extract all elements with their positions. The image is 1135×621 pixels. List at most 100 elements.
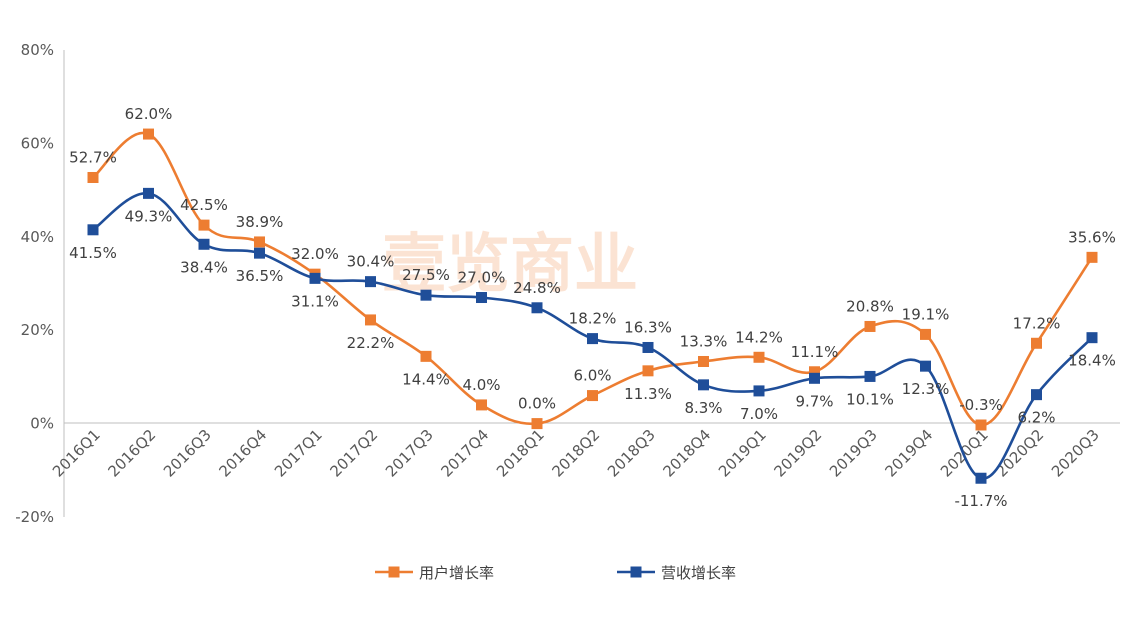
x-tick-label: 2017Q2 <box>327 426 382 481</box>
data-label: 24.8% <box>513 279 561 297</box>
data-point-marker <box>87 171 99 183</box>
data-point-marker <box>531 302 543 314</box>
data-point-marker <box>920 360 931 372</box>
data-point-marker <box>753 385 765 397</box>
data-label: 10.1% <box>846 390 894 408</box>
legend-label: 营收增长率 <box>661 564 736 582</box>
data-point-marker <box>1086 251 1098 263</box>
data-label: 16.3% <box>624 318 672 336</box>
data-label: 11.3% <box>624 385 672 403</box>
data-label: 62.0% <box>125 105 173 123</box>
data-point-marker <box>864 370 876 382</box>
x-tick-label: 2017Q3 <box>382 426 437 481</box>
data-point-marker <box>420 350 432 362</box>
data-label: 9.7% <box>795 392 833 410</box>
x-tick-label: 2016Q2 <box>105 426 160 481</box>
data-point-marker <box>587 333 598 345</box>
x-tick-label: 2016Q3 <box>160 426 215 481</box>
data-label: 27.0% <box>458 269 506 287</box>
data-label: 0.0% <box>518 395 556 413</box>
series-1: 52.7% 62.0% 42.5% 38.9% 32.0% 22.2% 14.4% 4.0% 0… <box>69 105 1116 431</box>
data-label: 7.0% <box>740 405 778 423</box>
data-label: 12.3% <box>902 380 950 398</box>
x-tick-label: 2018Q3 <box>604 426 659 481</box>
data-point-marker <box>698 379 709 391</box>
data-label: 13.3% <box>680 332 728 350</box>
x-tick-label: 2017Q1 <box>271 426 326 481</box>
watermark: 壹览商业 <box>382 228 638 302</box>
data-label: 42.5% <box>180 196 228 214</box>
data-label: 38.9% <box>236 213 284 231</box>
data-label: 6.0% <box>573 367 611 385</box>
y-tick-label: 20% <box>21 321 54 339</box>
data-label: 14.4% <box>402 370 450 388</box>
data-point-marker <box>642 365 654 377</box>
x-tick-label: 2016Q4 <box>216 426 271 481</box>
data-point-marker <box>476 292 487 304</box>
data-point-marker <box>87 224 99 236</box>
data-label: 41.5% <box>69 244 117 262</box>
legend-label: 用户增长率 <box>419 564 494 582</box>
data-label: 11.1% <box>791 343 839 361</box>
x-tick-label: 2017Q4 <box>438 426 493 481</box>
data-point-marker <box>1086 332 1098 344</box>
data-point-marker <box>1031 337 1042 349</box>
data-label: 36.5% <box>236 267 284 285</box>
data-label: 52.7% <box>69 148 117 166</box>
series-layer: 52.7% 62.0% 42.5% 38.9% 32.0% 22.2% 14.4% 4.0% 0… <box>69 105 1116 510</box>
data-point-marker <box>254 247 265 259</box>
data-point-marker <box>809 372 820 384</box>
data-label: 32.0% <box>291 245 339 263</box>
data-point-marker <box>143 128 154 140</box>
data-point-marker <box>365 276 376 288</box>
data-point-marker <box>365 314 376 326</box>
data-label: 22.2% <box>347 334 395 352</box>
x-tick-label: 2018Q2 <box>549 426 604 481</box>
data-point-marker <box>1031 389 1042 401</box>
y-tick-label: 0% <box>30 415 54 433</box>
x-tick-label: 2019Q3 <box>826 426 881 481</box>
data-label: 17.2% <box>1013 314 1061 332</box>
data-label: 31.1% <box>291 292 339 310</box>
data-label: 35.6% <box>1068 228 1116 246</box>
y-tick-labels: 80% 60% 40% 20% 0% -20% <box>15 41 54 526</box>
x-tick-label: 2018Q1 <box>493 426 548 481</box>
data-point-marker <box>809 366 820 378</box>
y-tick-label: 60% <box>21 134 54 152</box>
data-point-marker <box>309 272 321 284</box>
data-point-marker <box>975 419 987 431</box>
data-point-marker <box>698 355 709 367</box>
data-point-marker <box>531 418 543 430</box>
data-point-marker <box>864 320 876 332</box>
data-point-marker <box>476 399 487 411</box>
data-label: 4.0% <box>462 376 500 394</box>
legend-marker <box>630 566 642 578</box>
data-label: 27.5% <box>402 266 450 284</box>
legend-marker <box>388 566 400 578</box>
data-label: 19.1% <box>902 305 950 323</box>
x-tick-label: 2020Q3 <box>1048 426 1103 481</box>
y-tick-label: 40% <box>21 228 54 246</box>
data-label: 30.4% <box>347 253 395 271</box>
data-point-marker <box>420 289 432 301</box>
y-tick-label: 80% <box>21 41 54 59</box>
data-point-marker <box>587 390 598 402</box>
data-label: 18.2% <box>569 310 617 328</box>
x-tick-label: 2018Q4 <box>660 426 715 481</box>
data-label: 38.4% <box>180 258 228 276</box>
data-label: -11.7% <box>954 492 1007 510</box>
data-point-marker <box>975 472 987 484</box>
data-point-marker <box>753 351 765 363</box>
data-point-marker <box>254 236 265 248</box>
legend: 用户增长率 营收增长率 <box>375 564 736 582</box>
data-point-marker <box>198 219 210 231</box>
series-2: 41.5% 49.3% 38.4% 36.5% 31.1% 30.4% 27.5% 27.0%… <box>69 187 1116 510</box>
x-tick-label: 2019Q4 <box>882 426 937 481</box>
data-point-marker <box>143 187 154 199</box>
x-tick-labels: 2016Q1 2016Q2 2016Q3 2016Q4 2017Q1 2017Q2 2017… <box>49 426 1103 481</box>
data-point-marker <box>642 341 654 353</box>
data-point-marker <box>198 238 210 250</box>
y-tick-label: -20% <box>15 508 54 526</box>
data-label: 14.2% <box>735 328 783 346</box>
